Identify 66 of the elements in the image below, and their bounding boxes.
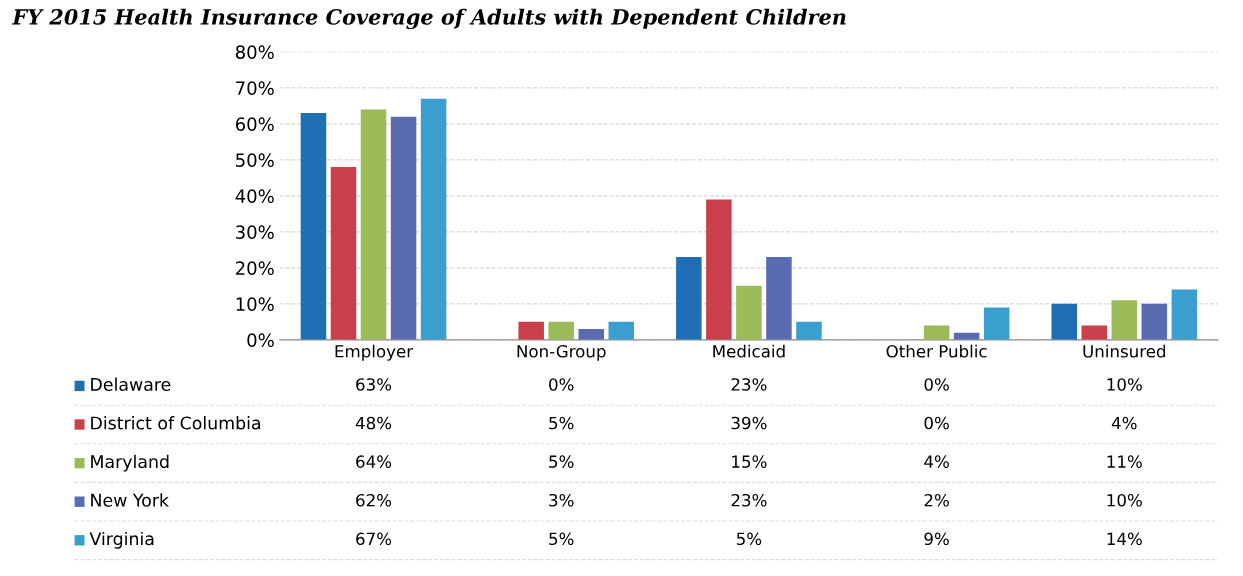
y-tick-label: 10% xyxy=(236,297,274,311)
bar xyxy=(676,257,702,340)
data-label: 5% xyxy=(736,532,762,546)
bar xyxy=(1111,300,1138,340)
data-label: 48% xyxy=(355,416,392,430)
data-label: 0% xyxy=(549,378,574,391)
x-tick-label: Other Public xyxy=(886,344,987,358)
bar xyxy=(766,257,792,340)
y-tick-label: 30% xyxy=(236,225,274,239)
data-label: 5% xyxy=(549,532,574,546)
y-tick-label: 50% xyxy=(236,153,274,167)
data-label: 10% xyxy=(1107,493,1142,507)
bar xyxy=(360,109,387,340)
data-label: 64% xyxy=(356,455,392,468)
y-tick-label: 20% xyxy=(236,261,274,275)
data-label: 67% xyxy=(356,532,392,546)
data-label: 4% xyxy=(1111,416,1137,430)
data-label: 39% xyxy=(731,416,767,430)
x-tick-label: Uninsured xyxy=(1083,344,1166,358)
bar xyxy=(518,321,544,340)
data-label: 62% xyxy=(356,493,392,507)
y-tick-label: 40% xyxy=(235,189,274,203)
legend-label: Virginia xyxy=(89,531,154,549)
data-label: 23% xyxy=(731,378,767,391)
x-tick-label: Medicaid xyxy=(713,344,785,358)
data-label: 4% xyxy=(924,455,949,468)
bar xyxy=(923,325,950,340)
bar xyxy=(736,285,762,340)
data-label: 0% xyxy=(924,378,949,391)
bar xyxy=(548,321,574,340)
chart-title: FY 2015 Health Insurance Coverage of Adults with Dependent Children xyxy=(11,8,846,30)
y-tick-label: 0% xyxy=(247,333,274,347)
data-label: 63% xyxy=(356,378,392,391)
bar xyxy=(1081,325,1108,340)
bar xyxy=(1141,303,1168,340)
legend-label: Maryland xyxy=(91,454,169,472)
y-tick-label: 60% xyxy=(235,117,274,131)
bar xyxy=(420,98,447,340)
x-tick-label: Employer xyxy=(335,344,414,361)
data-label: 9% xyxy=(924,532,949,546)
x-tick-label: Non-Group xyxy=(517,345,606,361)
data-label: 3% xyxy=(549,493,574,507)
data-label: 14% xyxy=(1107,532,1142,546)
bar xyxy=(608,321,635,340)
data-label: 23% xyxy=(731,493,767,507)
bar xyxy=(983,307,1010,340)
bar xyxy=(1171,289,1198,340)
bar xyxy=(390,116,417,340)
y-tick-label: 70% xyxy=(236,81,274,95)
bar xyxy=(578,329,605,340)
legend-label: New York xyxy=(91,493,169,507)
data-label: 5% xyxy=(549,416,574,430)
data-label: 5% xyxy=(549,455,574,468)
data-label: 15% xyxy=(732,455,767,468)
data-label: 11% xyxy=(1107,455,1142,468)
y-tick-label: 80% xyxy=(235,45,274,59)
bar xyxy=(706,199,732,340)
data-label: 0% xyxy=(924,416,949,430)
legend-label: Delaware xyxy=(91,377,171,391)
bar xyxy=(300,113,327,340)
data-label: 2% xyxy=(924,493,949,507)
bar xyxy=(796,321,822,340)
bar xyxy=(330,167,357,340)
bar xyxy=(1051,303,1077,340)
legend-label: District of Columbia xyxy=(91,416,261,430)
data-label: 10% xyxy=(1107,378,1142,391)
